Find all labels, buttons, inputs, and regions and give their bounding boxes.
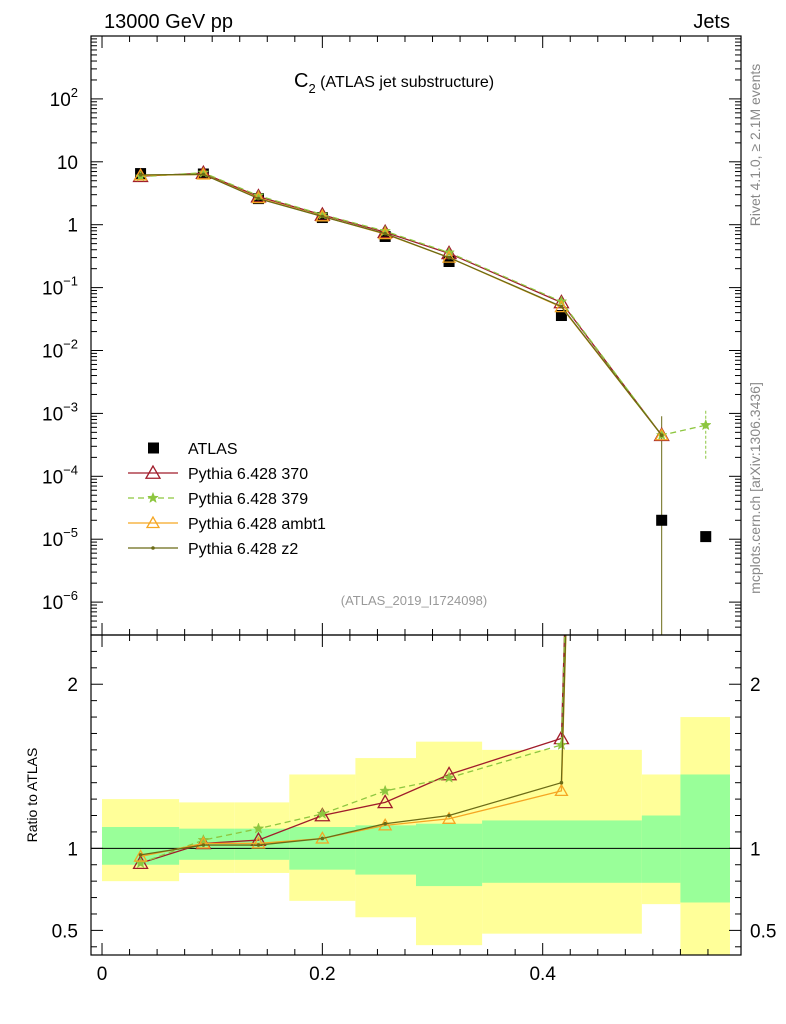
series-ratio-line-2 — [140, 635, 567, 858]
legend-label-0: Pythia 6.428 370 — [188, 466, 308, 483]
y-tick-label-4: 10−2 — [42, 337, 78, 363]
data-point-7 — [656, 514, 668, 526]
series-3-point-2 — [256, 196, 261, 201]
series-2-ratio-point-2 — [251, 836, 266, 849]
legend-label-3: Pythia 6.428 z2 — [188, 541, 298, 558]
series-3-ratio-point-2 — [256, 843, 261, 847]
ratio-tick-label-right-0: 0.5 — [750, 921, 776, 942]
chart-title-rest: (ATLAS jet substructure) — [316, 74, 494, 91]
band-inner-8 — [680, 774, 730, 903]
ratio-tick-label-left-1: 1 — [67, 839, 78, 860]
data-point-8 — [700, 531, 712, 543]
series-3-point-4 — [383, 231, 387, 236]
y-tick-label-0: 102 — [50, 85, 78, 111]
series-2-point-1 — [196, 167, 211, 180]
series-line-1 — [140, 172, 706, 436]
x-tick-label-1: 0.2 — [309, 964, 335, 985]
y-tick-label-2: 1 — [67, 216, 78, 237]
x-tick-label-2: 0.4 — [529, 964, 556, 985]
y-tick-label-6: 10−4 — [42, 462, 78, 488]
y-tick-label-8: 10−6 — [42, 588, 78, 614]
header-left: 13000 GeV pp — [104, 11, 233, 33]
series-line-3 — [140, 173, 663, 436]
series-3-ratio-point-0 — [138, 853, 143, 857]
series-3-ratio-point-6 — [559, 780, 564, 785]
series-2-ratio-point-0 — [133, 849, 148, 862]
series-1-ratio-point-5 — [443, 771, 455, 783]
chart-title-subscript: 2 — [308, 81, 315, 96]
band-inner-6 — [482, 820, 642, 883]
series-ratio-line-0 — [140, 635, 566, 864]
band-inner-4 — [355, 825, 416, 875]
legend-label-2: Pythia 6.428 ambt1 — [188, 516, 326, 533]
series-ratio-line-1 — [140, 635, 566, 864]
series-0-point-2 — [250, 188, 267, 203]
legend-marker-data — [148, 442, 159, 454]
series-1-ratio-point-4 — [379, 784, 392, 796]
analysis-label: (ATLAS_2019_I1724098) — [341, 593, 487, 608]
y-tick-label-3: 10−1 — [42, 274, 78, 300]
series-3-point-3 — [320, 214, 325, 219]
series-3-point-7 — [659, 433, 664, 438]
series-1-ratio-point-1 — [197, 833, 210, 846]
legend-label-1: Pythia 6.428 379 — [188, 491, 308, 508]
chart-title-main: C — [294, 70, 308, 92]
series-3-ratio-point-5 — [447, 813, 451, 818]
legend-marker-3 — [151, 546, 155, 550]
legend-label-data: ATLAS — [188, 441, 238, 458]
panel-frames — [90, 35, 742, 956]
series-3-point-1 — [201, 172, 206, 177]
legend-marker-1 — [147, 491, 159, 504]
ratio-panel-series — [132, 635, 570, 870]
series-2-point-6 — [554, 299, 569, 313]
ratio-panel-frame — [90, 634, 742, 956]
legend: ATLAS Pythia 6.428 370 Pythia 6.428 379 Pyt… — [128, 441, 326, 558]
series-3-ratio-point-4 — [383, 821, 387, 826]
series-2-ratio-point-1 — [196, 836, 211, 849]
series-2-ratio-point-5 — [441, 811, 457, 824]
ratio-tick-label-left-2: 2 — [67, 675, 78, 696]
series-3-point-5 — [447, 255, 451, 260]
band-inner-5 — [416, 823, 483, 887]
side-text-rivet: Rivet 4.1.0, ≥ 2.1M events — [747, 64, 763, 227]
series-2-point-7 — [654, 427, 669, 441]
series-ratio-line-3 — [140, 635, 567, 856]
series-line-2 — [140, 173, 663, 436]
series-0-point-4 — [377, 223, 394, 239]
top-panel-series — [132, 164, 712, 635]
data-point-6 — [555, 310, 567, 322]
y-tick-label-7: 10−5 — [42, 525, 78, 551]
series-3-point-0 — [138, 173, 143, 177]
legend-marker-0 — [144, 464, 162, 479]
data-point-4 — [379, 230, 391, 242]
series-1-ratio-point-6 — [555, 738, 568, 750]
ratio-tick-label-right-2: 2 — [750, 675, 761, 696]
series-3-point-6 — [559, 304, 564, 309]
y-tick-label-5: 10−3 — [42, 399, 78, 425]
ratio-tick-label-right-1: 1 — [750, 839, 761, 860]
series-0-ratio-point-4 — [377, 794, 394, 809]
side-text-mcplots: mcplots.cern.ch [arXiv:1306.3436] — [747, 382, 763, 594]
series-3-ratio-point-3 — [320, 836, 325, 841]
chart-title: C2 (ATLAS jet substructure) — [294, 70, 494, 96]
series-line-0 — [140, 172, 663, 436]
series-1-ratio-point-3 — [316, 807, 329, 819]
series-2-ratio-point-6 — [554, 783, 569, 797]
band-inner-7 — [641, 815, 681, 883]
series-1-ratio-point-2 — [252, 822, 265, 834]
series-1-point-8 — [699, 418, 712, 431]
legend-marker-2 — [145, 515, 161, 529]
ratio-tick-label-left-0: 0.5 — [52, 921, 78, 942]
y-tick-label-1: 10 — [57, 153, 78, 174]
ratio-uncertainty-bands — [102, 717, 730, 955]
header-right: Jets — [693, 11, 730, 33]
ratio-axis-label: Ratio to ATLAS — [24, 748, 40, 843]
series-3-ratio-point-1 — [201, 843, 206, 847]
axis-ticks: 0 0.2 0.4 102 10 1 10−1 10−2 10−3 10−4 10−5 10−6 0.5… — [42, 36, 776, 985]
x-tick-label-0: 0 — [97, 964, 108, 985]
